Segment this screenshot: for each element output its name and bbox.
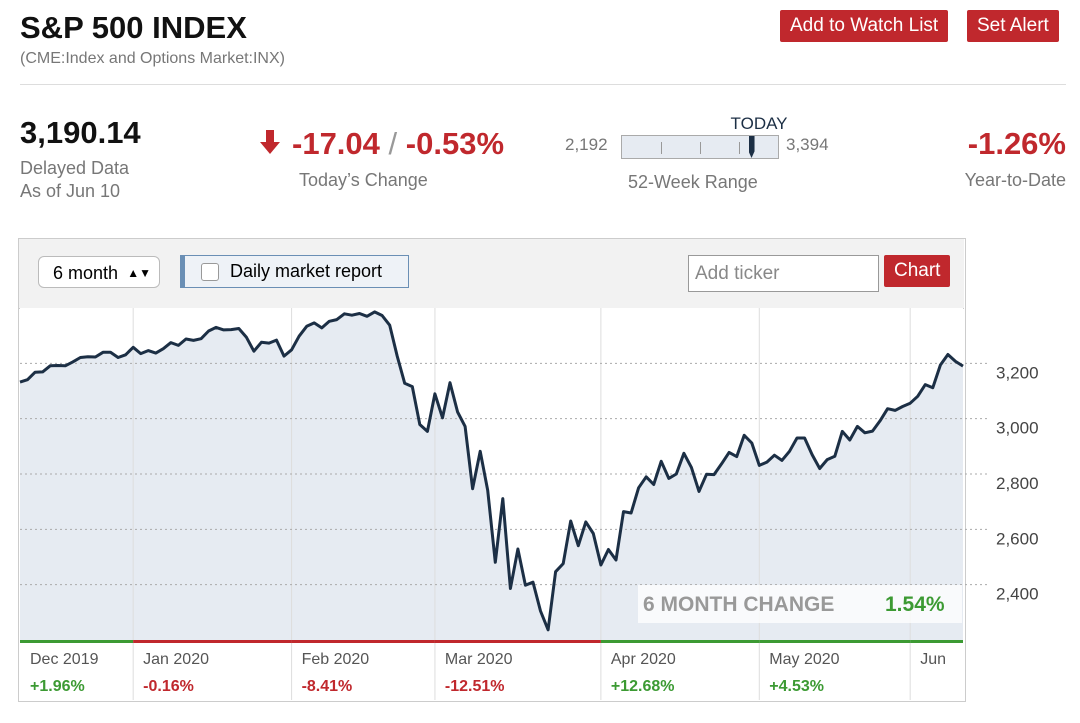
separator: /: [388, 126, 398, 161]
period-change: -8.41%: [302, 678, 353, 695]
change-line: -17.04 / -0.53%: [292, 126, 504, 162]
x-tick-label: Jan 2020: [143, 651, 209, 668]
title: S&P 500 INDEX: [20, 10, 247, 45]
y-tick-label: 2,800: [996, 474, 1039, 493]
down-arrow: [260, 130, 280, 154]
range-caption: 52-Week Range: [628, 172, 758, 192]
range-tick: [661, 142, 662, 154]
change-strip: [759, 640, 911, 643]
subtitle: (CME:Index and Options Market:INX): [20, 50, 285, 67]
period-change: -12.51%: [445, 678, 505, 695]
x-tick-label: Mar 2020: [445, 651, 513, 668]
change-strip: [434, 640, 601, 643]
ytd: -1.26%: [967, 126, 1066, 161]
period-change: +1.96%: [30, 678, 85, 695]
y-tick-label: 3,000: [996, 419, 1039, 438]
change: -17.04: [292, 126, 380, 161]
period-change: +4.53%: [769, 678, 824, 695]
x-tick-label: May 2020: [769, 651, 839, 668]
change-pct: -0.53%: [405, 126, 505, 161]
y-tick-label: 2,600: [996, 529, 1039, 548]
range-marker: [748, 136, 755, 158]
price-line: [19, 310, 964, 632]
range-tick: [700, 142, 701, 154]
select-arrows: ▲▼: [127, 266, 151, 280]
area-fill: [20, 311, 963, 640]
total-change-box: [638, 585, 962, 623]
checkbox[interactable]: [201, 263, 219, 281]
price: 3,190.14: [20, 115, 141, 150]
x-tick-label: Dec 2019: [30, 651, 99, 668]
change-strip: [133, 640, 292, 643]
change-strip: [20, 640, 134, 643]
change-strip: [291, 640, 435, 643]
change-strip: [600, 640, 760, 643]
total-change: 1.54%: [885, 593, 945, 616]
x-tick-label: Feb 2020: [302, 651, 370, 668]
range-high: 3,394: [786, 135, 829, 154]
range-marker-label: TODAY: [730, 114, 788, 133]
period-change: -0.16%: [143, 678, 194, 695]
period-change: +12.68%: [611, 678, 675, 695]
divider: [20, 84, 1066, 85]
delay-note: Delayed Data: [20, 158, 130, 178]
total-change-caption: 6 MONTH CHANGE: [643, 593, 834, 616]
ytd-caption: Year-to-Date: [964, 170, 1066, 190]
range-low: 2,192: [565, 135, 608, 154]
range-bar: [621, 135, 779, 159]
watch-button[interactable]: Add to Watch List: [780, 10, 949, 42]
checkbox-label: Daily market report: [230, 261, 383, 281]
chart-frame: [18, 238, 966, 702]
as-of: As of Jun 10: [20, 181, 121, 201]
period-label: 6 month: [53, 263, 119, 283]
period-select[interactable]: 6 month ▲▼: [38, 256, 160, 288]
y-tick-label: 2,400: [996, 585, 1039, 604]
y-tick-label: 3,200: [996, 363, 1039, 382]
checkbox-toggle[interactable]: Daily market report: [180, 255, 409, 288]
chart-button[interactable]: Chart: [884, 255, 951, 287]
x-tick-label: Apr 2020: [611, 651, 676, 668]
ticker-input[interactable]: Add ticker: [688, 255, 879, 292]
change-caption: Today’s Change: [299, 170, 428, 190]
change-strip: [910, 640, 963, 643]
x-tick-label: Jun: [920, 651, 946, 668]
range-tick: [739, 142, 740, 154]
alert-button[interactable]: Set Alert: [967, 10, 1059, 42]
